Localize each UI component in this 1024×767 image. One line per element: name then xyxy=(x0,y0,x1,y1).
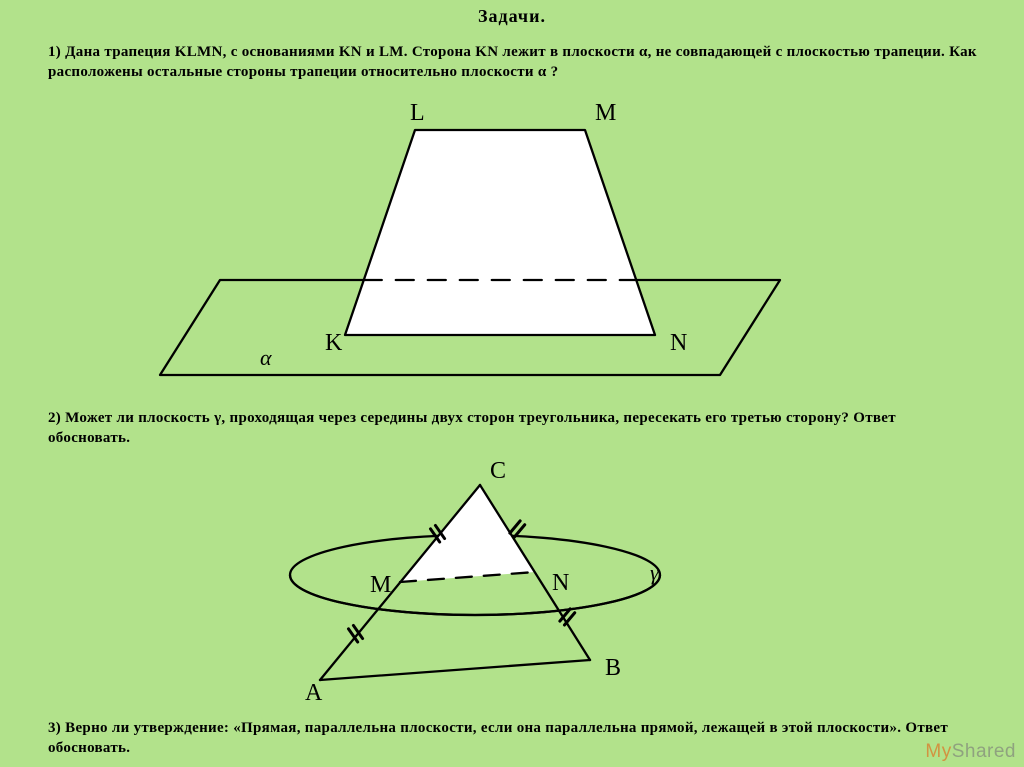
watermark-my: My xyxy=(925,741,951,762)
svg-text:N: N xyxy=(670,330,687,356)
figures-canvas: L M K Nα C M N A Bγ xyxy=(0,0,1024,767)
svg-text:K: K xyxy=(325,330,343,356)
svg-text:M: M xyxy=(595,100,616,126)
svg-text:C: C xyxy=(490,458,506,484)
svg-text:A: A xyxy=(305,680,323,706)
svg-text:L: L xyxy=(410,100,425,126)
svg-text:N: N xyxy=(552,570,569,596)
watermark: MyShared xyxy=(925,741,1016,763)
svg-text:α: α xyxy=(260,345,272,370)
svg-text:B: B xyxy=(605,655,621,681)
svg-text:M: M xyxy=(370,572,391,598)
svg-text:γ: γ xyxy=(650,560,660,585)
slide: Задачи. 1) Дана трапеция KLMN, с основан… xyxy=(0,0,1024,767)
watermark-shared: Shared xyxy=(952,741,1016,762)
